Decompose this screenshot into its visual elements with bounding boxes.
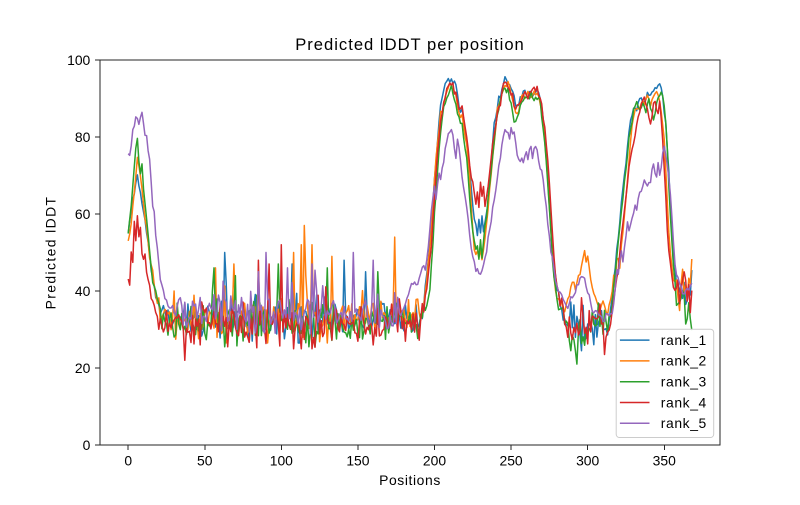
svg-text:350: 350 — [653, 452, 676, 468]
svg-text:rank_2: rank_2 — [661, 353, 707, 369]
svg-text:200: 200 — [423, 452, 446, 468]
svg-text:Predicted lDDT: Predicted lDDT — [43, 196, 59, 310]
svg-text:100: 100 — [67, 52, 90, 68]
svg-text:150: 150 — [346, 452, 369, 468]
svg-text:250: 250 — [499, 452, 522, 468]
svg-text:rank_3: rank_3 — [661, 374, 707, 390]
svg-text:50: 50 — [197, 452, 213, 468]
svg-text:0: 0 — [124, 452, 132, 468]
svg-text:80: 80 — [75, 129, 91, 145]
svg-text:Positions: Positions — [379, 472, 441, 488]
svg-text:300: 300 — [576, 452, 599, 468]
svg-text:rank_4: rank_4 — [661, 394, 707, 410]
svg-text:0: 0 — [83, 437, 91, 453]
svg-text:rank_1: rank_1 — [661, 332, 707, 348]
svg-text:100: 100 — [270, 452, 293, 468]
svg-text:20: 20 — [75, 360, 91, 376]
svg-text:rank_5: rank_5 — [661, 415, 707, 431]
svg-text:Predicted lDDT per position: Predicted lDDT per position — [295, 35, 525, 54]
svg-text:40: 40 — [75, 283, 91, 299]
svg-text:60: 60 — [75, 206, 91, 222]
